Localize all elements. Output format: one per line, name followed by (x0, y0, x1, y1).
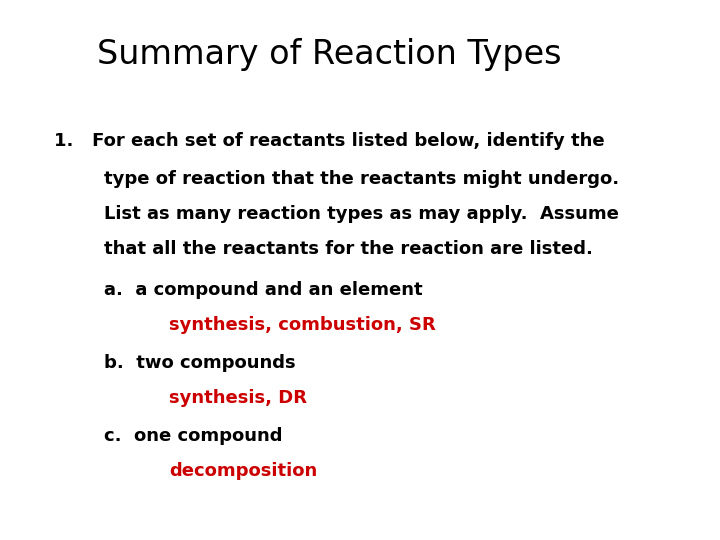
Text: synthesis, combustion, SR: synthesis, combustion, SR (169, 316, 436, 334)
Text: synthesis, DR: synthesis, DR (169, 389, 307, 407)
Text: type of reaction that the reactants might undergo.: type of reaction that the reactants migh… (104, 170, 619, 188)
Text: Summary of Reaction Types: Summary of Reaction Types (97, 38, 562, 71)
Text: List as many reaction types as may apply.  Assume: List as many reaction types as may apply… (104, 205, 619, 223)
Text: c.  one compound: c. one compound (104, 427, 283, 444)
Text: a.  a compound and an element: a. a compound and an element (104, 281, 423, 299)
Text: decomposition: decomposition (169, 462, 318, 480)
Text: 1.   For each set of reactants listed below, identify the: 1. For each set of reactants listed belo… (54, 132, 605, 150)
Text: b.  two compounds: b. two compounds (104, 354, 296, 372)
Text: that all the reactants for the reaction are listed.: that all the reactants for the reaction … (104, 240, 593, 258)
